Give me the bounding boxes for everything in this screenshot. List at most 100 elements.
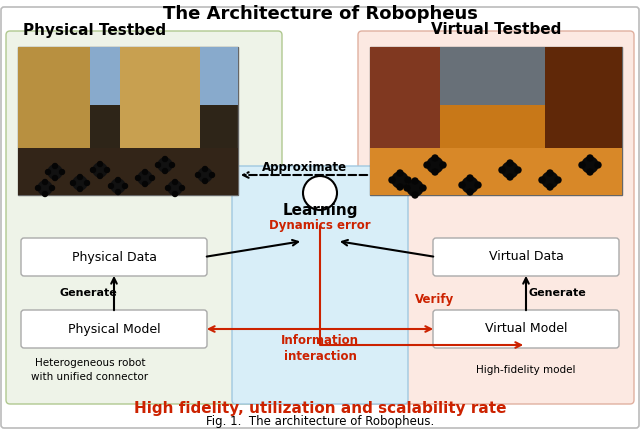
Circle shape: [547, 170, 553, 176]
FancyBboxPatch shape: [1, 7, 639, 428]
Text: Virtual Testbed: Virtual Testbed: [431, 23, 561, 38]
Circle shape: [462, 177, 478, 193]
Text: Heterogeneous robot
with unified connector: Heterogeneous robot with unified connect…: [31, 359, 148, 381]
Circle shape: [90, 168, 95, 172]
Circle shape: [115, 190, 120, 194]
Circle shape: [163, 156, 168, 162]
Circle shape: [158, 158, 172, 172]
Circle shape: [202, 167, 207, 171]
Circle shape: [143, 169, 147, 174]
Circle shape: [507, 160, 513, 166]
Circle shape: [407, 180, 423, 196]
Text: Fig. 1.  The architecture of Robopheus.: Fig. 1. The architecture of Robopheus.: [206, 416, 434, 429]
Circle shape: [499, 167, 505, 173]
FancyBboxPatch shape: [21, 238, 207, 276]
FancyBboxPatch shape: [370, 47, 622, 105]
Circle shape: [109, 184, 113, 188]
Text: Information
interaction: Information interaction: [281, 333, 359, 362]
Circle shape: [515, 167, 521, 173]
Circle shape: [507, 174, 513, 180]
FancyBboxPatch shape: [370, 148, 622, 195]
Circle shape: [467, 189, 473, 195]
Circle shape: [111, 179, 125, 193]
Circle shape: [97, 162, 102, 167]
Text: Approximate: Approximate: [261, 162, 347, 174]
Circle shape: [35, 185, 40, 191]
Circle shape: [547, 184, 553, 190]
Circle shape: [168, 181, 182, 195]
Circle shape: [49, 185, 54, 191]
Circle shape: [138, 171, 152, 185]
Circle shape: [475, 182, 481, 188]
Circle shape: [170, 162, 175, 168]
Circle shape: [467, 175, 473, 181]
FancyBboxPatch shape: [21, 310, 207, 348]
Circle shape: [115, 178, 120, 182]
FancyBboxPatch shape: [18, 148, 238, 195]
Circle shape: [150, 175, 154, 181]
Text: Generate: Generate: [528, 288, 586, 298]
Circle shape: [542, 172, 558, 188]
Circle shape: [136, 175, 141, 181]
Circle shape: [412, 178, 418, 184]
Circle shape: [420, 185, 426, 191]
Circle shape: [77, 187, 83, 191]
Circle shape: [156, 162, 161, 168]
FancyBboxPatch shape: [433, 310, 619, 348]
Text: Physical Testbed: Physical Testbed: [24, 23, 166, 38]
Circle shape: [52, 175, 58, 181]
Circle shape: [143, 181, 147, 187]
Circle shape: [397, 170, 403, 176]
Text: Physical Data: Physical Data: [72, 251, 157, 264]
FancyBboxPatch shape: [18, 47, 238, 195]
Circle shape: [104, 168, 109, 172]
FancyBboxPatch shape: [358, 31, 634, 404]
Circle shape: [97, 174, 102, 178]
Circle shape: [166, 185, 170, 191]
Circle shape: [163, 168, 168, 174]
Circle shape: [587, 169, 593, 175]
FancyBboxPatch shape: [545, 47, 622, 148]
Circle shape: [424, 162, 430, 168]
Text: Physical Model: Physical Model: [68, 323, 160, 336]
Circle shape: [70, 181, 76, 185]
Circle shape: [582, 157, 598, 173]
Circle shape: [539, 177, 545, 183]
Text: Generate: Generate: [59, 288, 117, 298]
FancyBboxPatch shape: [433, 238, 619, 276]
FancyBboxPatch shape: [370, 47, 622, 195]
Circle shape: [432, 169, 438, 175]
Circle shape: [84, 181, 90, 185]
FancyBboxPatch shape: [370, 47, 440, 148]
Circle shape: [173, 180, 177, 184]
FancyBboxPatch shape: [120, 47, 200, 148]
Text: Virtual Data: Virtual Data: [488, 251, 563, 264]
Circle shape: [93, 163, 107, 177]
Circle shape: [173, 191, 177, 197]
Circle shape: [405, 177, 411, 183]
Text: Dynamics error: Dynamics error: [269, 219, 371, 232]
Circle shape: [459, 182, 465, 188]
Text: Virtual Model: Virtual Model: [484, 323, 567, 336]
Circle shape: [392, 172, 408, 188]
Circle shape: [209, 172, 214, 178]
Circle shape: [595, 162, 601, 168]
Circle shape: [122, 184, 127, 188]
Text: Learning: Learning: [282, 203, 358, 217]
Circle shape: [45, 169, 51, 174]
FancyBboxPatch shape: [232, 166, 408, 404]
Circle shape: [60, 169, 65, 174]
Circle shape: [502, 162, 518, 178]
Circle shape: [432, 155, 438, 161]
Circle shape: [195, 172, 200, 178]
Circle shape: [42, 191, 47, 197]
Circle shape: [397, 184, 403, 190]
FancyBboxPatch shape: [18, 47, 238, 105]
Circle shape: [198, 168, 212, 182]
Circle shape: [303, 176, 337, 210]
Circle shape: [48, 165, 62, 179]
Circle shape: [579, 162, 585, 168]
Circle shape: [440, 162, 446, 168]
FancyBboxPatch shape: [6, 31, 282, 404]
Circle shape: [412, 192, 418, 198]
